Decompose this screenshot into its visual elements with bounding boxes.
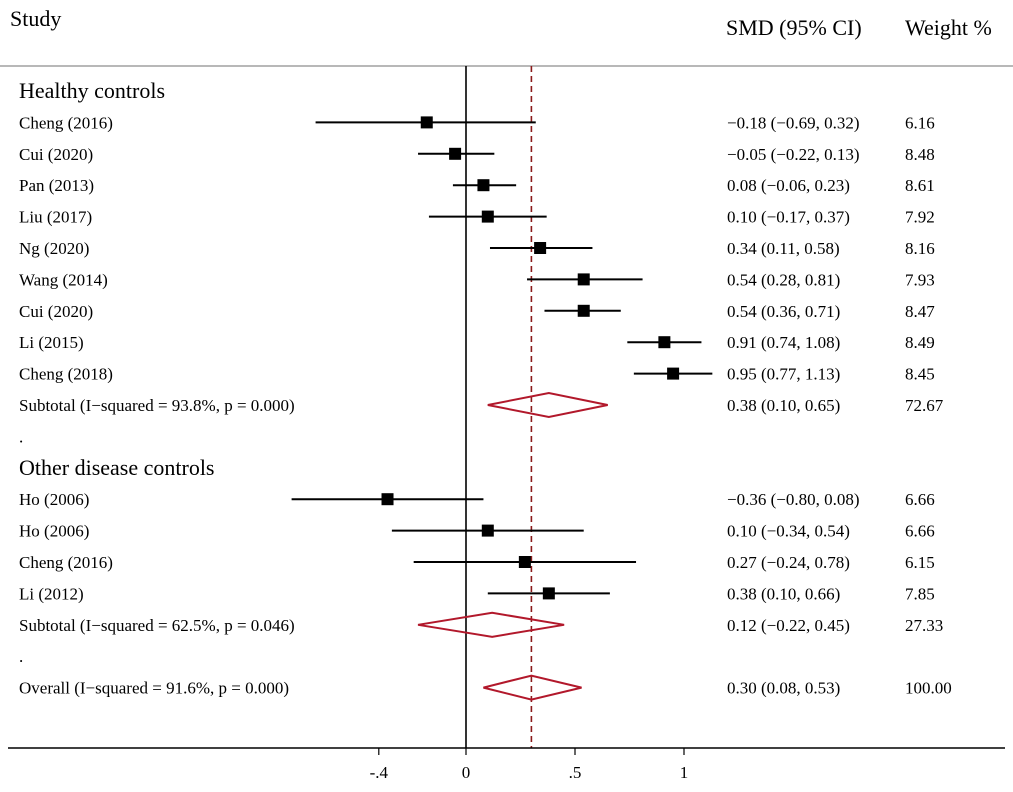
weight-text: 100.00 <box>905 679 952 698</box>
x-axis-tick-label: 0 <box>462 763 471 782</box>
study-point-marker <box>658 336 671 349</box>
group-spacer-0: . <box>19 427 23 446</box>
weight-text: 27.33 <box>905 616 943 635</box>
study-label: Cui (2020) <box>19 145 93 164</box>
weight-text: 8.49 <box>905 333 935 352</box>
study-point-marker <box>477 179 490 192</box>
study-label: Cui (2020) <box>19 302 93 321</box>
overall-diamond <box>483 674 582 701</box>
ci-text: 0.54 (0.36, 0.71) <box>727 302 840 321</box>
ci-text: 0.54 (0.28, 0.81) <box>727 270 840 289</box>
study-point-marker <box>381 493 394 506</box>
weight-text: 6.66 <box>905 490 935 509</box>
study-label: Li (2015) <box>19 333 84 352</box>
ci-text: 0.10 (−0.17, 0.37) <box>727 208 850 227</box>
study-point-marker <box>420 116 433 129</box>
x-axis-tick-label: -.4 <box>370 763 389 782</box>
ci-text: −0.36 (−0.80, 0.08) <box>727 490 860 509</box>
study-label: Liu (2017) <box>19 208 92 227</box>
study-label: Cheng (2016) <box>19 113 113 132</box>
weight-text: 7.85 <box>905 584 935 603</box>
header-effect: SMD (95% CI) <box>726 15 862 40</box>
study-label: Li (2012) <box>19 584 84 603</box>
ci-text: 0.34 (0.11, 0.58) <box>727 239 840 258</box>
ci-text: 0.10 (−0.34, 0.54) <box>727 522 850 541</box>
study-label: Cheng (2018) <box>19 365 113 384</box>
study-point-marker <box>481 210 494 223</box>
header-study: Study <box>10 6 61 31</box>
subtotal-label-1: Subtotal (I−squared = 62.5%, p = 0.046) <box>19 616 295 635</box>
weight-text: 7.92 <box>905 208 935 227</box>
ci-text: −0.05 (−0.22, 0.13) <box>727 145 860 164</box>
plot-rows: Healthy controls Cheng (2016) −0.18 (−0.69… <box>8 66 1005 782</box>
weight-text: 7.93 <box>905 270 935 289</box>
group-spacer-1: . <box>19 647 23 666</box>
study-label: Ng (2020) <box>19 239 89 258</box>
weight-text: 8.47 <box>905 302 935 321</box>
study-label: Wang (2014) <box>19 270 108 289</box>
weight-text: 8.45 <box>905 365 935 384</box>
ci-text: 0.91 (0.74, 1.08) <box>727 333 840 352</box>
study-point-marker <box>542 587 555 600</box>
ci-text: 0.12 (−0.22, 0.45) <box>727 616 850 635</box>
subtotal-diamond-1 <box>417 611 565 638</box>
subtotal-label-0: Subtotal (I−squared = 93.8%, p = 0.000) <box>19 396 295 415</box>
study-point-marker <box>534 242 547 254</box>
ci-text: 0.30 (0.08, 0.53) <box>727 679 840 698</box>
ci-text: −0.18 (−0.69, 0.32) <box>727 113 860 132</box>
weight-text: 8.16 <box>905 239 935 258</box>
study-point-marker <box>518 556 531 568</box>
overall-label: Overall (I−squared = 91.6%, p = 0.000) <box>19 679 289 698</box>
header-weight: Weight % <box>905 15 992 40</box>
ci-text: 0.38 (0.10, 0.65) <box>727 396 840 415</box>
study-label: Cheng (2016) <box>19 553 113 572</box>
study-point-marker <box>667 367 680 380</box>
weight-text: 6.16 <box>905 113 935 132</box>
weight-text: 8.48 <box>905 145 935 164</box>
group-label-1: Other disease controls <box>19 455 215 480</box>
ci-text: 0.38 (0.10, 0.66) <box>727 584 840 603</box>
ci-text: 0.95 (0.77, 1.13) <box>727 365 840 384</box>
study-label: Ho (2006) <box>19 522 89 541</box>
study-label: Pan (2013) <box>19 176 94 195</box>
study-point-marker <box>481 524 494 537</box>
weight-text: 6.15 <box>905 553 935 572</box>
weight-text: 72.67 <box>905 396 944 415</box>
study-point-marker <box>449 147 462 160</box>
ci-text: 0.27 (−0.24, 0.78) <box>727 553 850 572</box>
x-axis-tick-label: .5 <box>569 763 582 782</box>
weight-text: 8.61 <box>905 176 935 195</box>
weight-text: 6.66 <box>905 522 935 541</box>
x-axis-tick-label: 1 <box>680 763 689 782</box>
subtotal-diamond-0 <box>487 391 608 419</box>
group-label-0: Healthy controls <box>19 78 165 103</box>
ci-text: 0.08 (−0.06, 0.23) <box>727 176 850 195</box>
study-point-marker <box>577 273 590 286</box>
study-point-marker <box>577 304 590 317</box>
study-label: Ho (2006) <box>19 490 89 509</box>
